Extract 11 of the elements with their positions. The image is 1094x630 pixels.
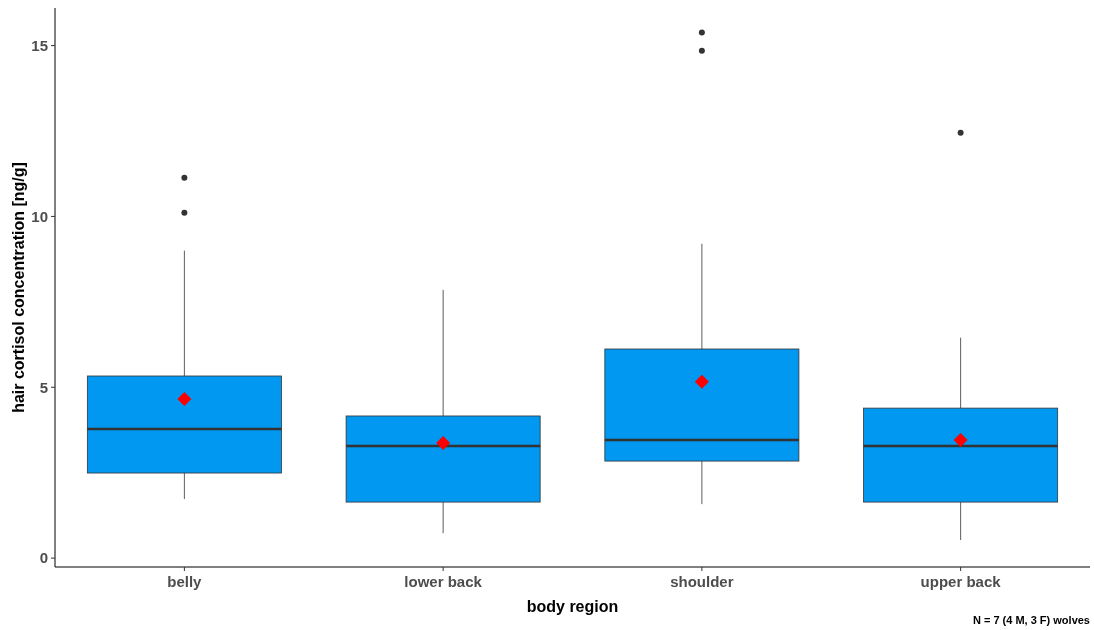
x-tick-label: belly — [167, 573, 203, 590]
y-axis-title: hair cortisol concentration [ng/g] — [10, 162, 27, 413]
x-axis-title: body region — [526, 598, 619, 615]
y-tick-label: 15 — [31, 36, 48, 54]
y-tick-label: 0 — [39, 549, 48, 567]
x-tick-label: lower back — [404, 573, 483, 590]
x-tick-label: upper back — [920, 573, 1002, 590]
y-tick-label: 10 — [31, 207, 48, 225]
x-tick-label: shoulder — [670, 573, 734, 590]
y-tick-label: 5 — [39, 378, 48, 396]
text: N = 7 (4 M, 3 F) wolves — [972, 614, 1090, 626]
